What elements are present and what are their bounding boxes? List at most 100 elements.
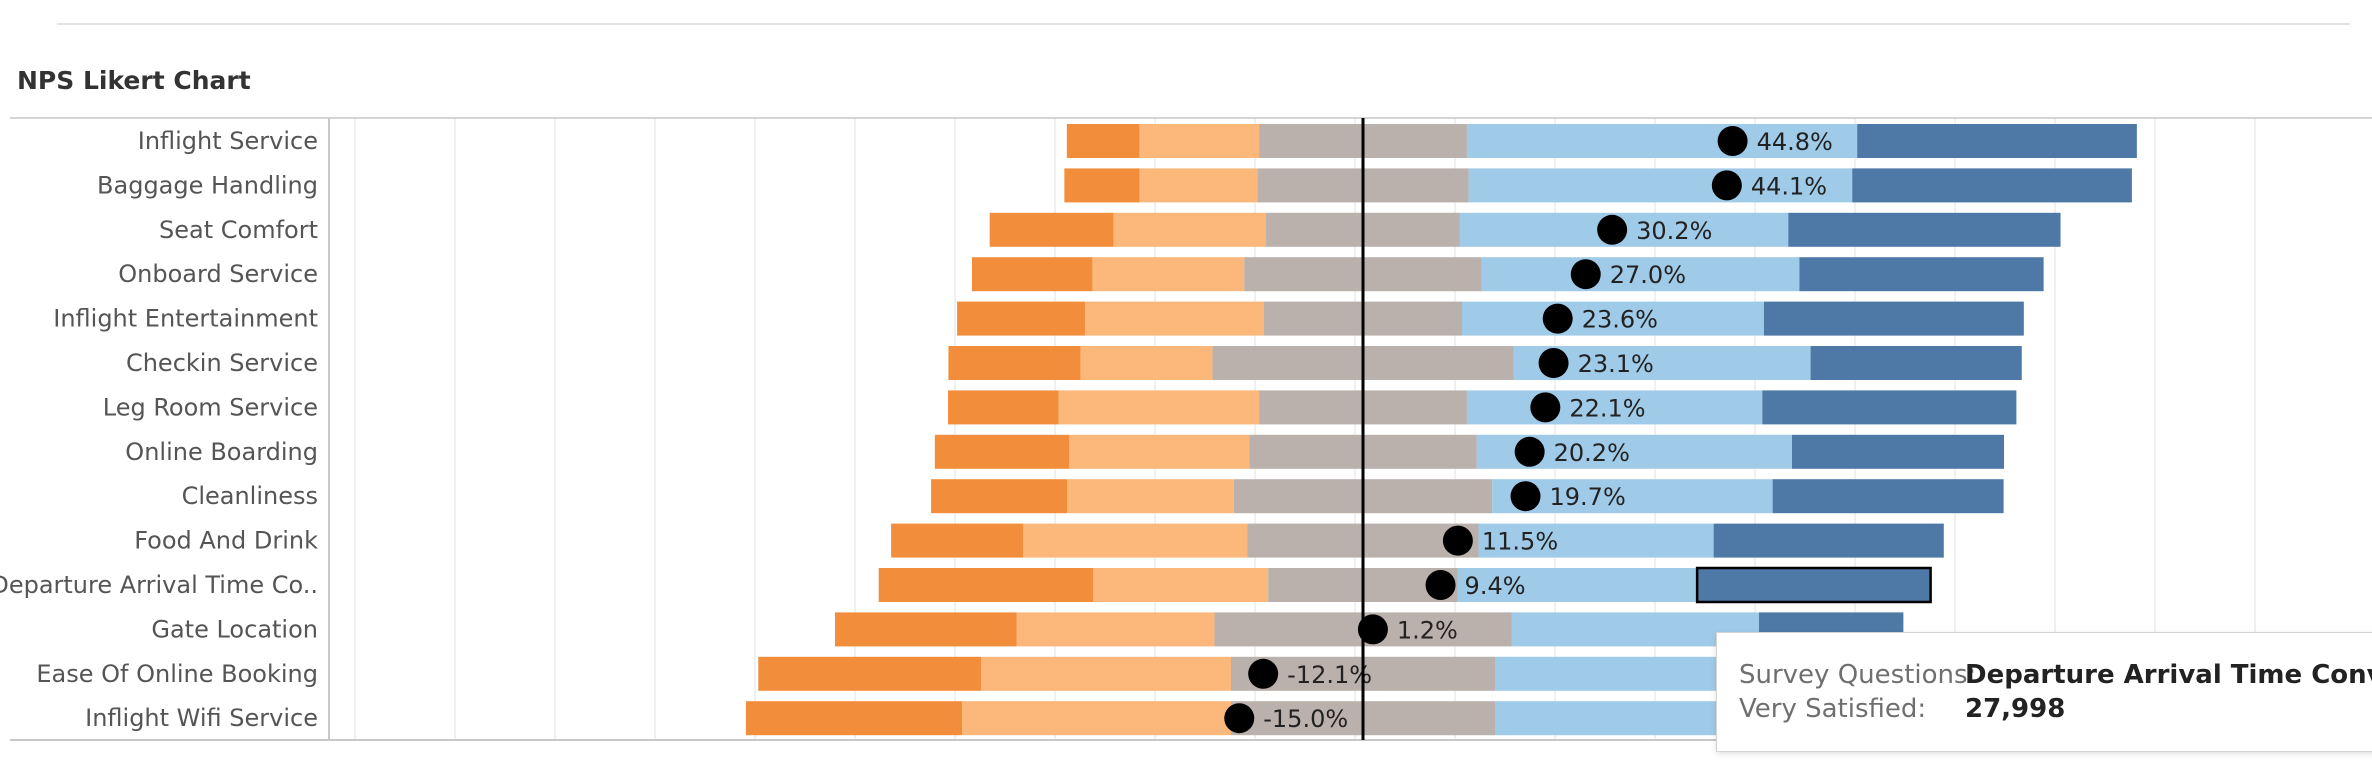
- bar-segment-neutral[interactable]: [1257, 168, 1363, 203]
- bar-segment-neutral[interactable]: [1363, 301, 1462, 336]
- nps-marker: [1530, 392, 1561, 423]
- bar-segment-satisfied[interactable]: [1478, 523, 1714, 558]
- bar-segment-very-satisfied[interactable]: [1799, 257, 2044, 292]
- bar-segment-neutral[interactable]: [1363, 434, 1477, 469]
- bar-segment-neutral[interactable]: [1247, 523, 1364, 558]
- bar-segment-neutral[interactable]: [1249, 434, 1363, 469]
- bar-segment-dissatisfied[interactable]: [1084, 301, 1264, 336]
- bar-segment-neutral[interactable]: [1244, 257, 1363, 292]
- bar-segment-neutral[interactable]: [1363, 168, 1469, 203]
- bar-segment-neutral[interactable]: [1363, 346, 1514, 380]
- bar-segment-very-dissatisfied[interactable]: [878, 568, 1094, 602]
- row-label: Cleanliness: [182, 482, 318, 510]
- bar-segment-neutral[interactable]: [1363, 656, 1495, 691]
- bar-segment-very-satisfied[interactable]: [1772, 479, 2004, 514]
- bar-segment-dissatisfied[interactable]: [1016, 612, 1215, 647]
- bar-segment-very-dissatisfied[interactable]: [891, 523, 1024, 558]
- bar-segment-very-satisfied[interactable]: [1857, 124, 2137, 158]
- top-divider: [57, 23, 2350, 25]
- bar-segment-neutral[interactable]: [1363, 479, 1493, 514]
- nps-marker: [1538, 348, 1569, 378]
- bar-segment-neutral[interactable]: [1212, 346, 1363, 380]
- tooltip-row-count: Very Satisfied: 27,998: [1739, 692, 2372, 726]
- row-label: Checkin Service: [126, 349, 318, 377]
- nps-label: 9.4%: [1465, 572, 1526, 600]
- bar-segment-dissatisfied[interactable]: [1058, 390, 1260, 425]
- nps-label: -15.0%: [1263, 705, 1348, 733]
- bar-segment-very-satisfied[interactable]: [1763, 301, 2024, 336]
- bar-segment-neutral[interactable]: [1363, 390, 1467, 425]
- bar-segment-neutral[interactable]: [1363, 257, 1482, 292]
- bar-segment-very-dissatisfied[interactable]: [758, 656, 982, 691]
- row-label: Baggage Handling: [97, 171, 318, 199]
- bar-segment-neutral[interactable]: [1268, 568, 1363, 602]
- nps-marker: [1357, 614, 1388, 645]
- bar-segment-very-satisfied[interactable]: [1788, 212, 2061, 247]
- bar-segment-dissatisfied[interactable]: [1139, 168, 1258, 203]
- bar-segment-neutral[interactable]: [1214, 612, 1364, 647]
- nps-marker: [1514, 436, 1545, 467]
- bar-segment-very-dissatisfied[interactable]: [1066, 124, 1140, 158]
- bar-segment-very-dissatisfied[interactable]: [948, 390, 1059, 425]
- nps-label: 44.8%: [1757, 128, 1833, 156]
- bar-segment-very-dissatisfied[interactable]: [1064, 168, 1140, 203]
- nps-label: 1.2%: [1397, 616, 1458, 644]
- row-label: Food And Drink: [134, 527, 318, 555]
- nps-label: 23.1%: [1578, 350, 1654, 378]
- bar-segment-neutral[interactable]: [1363, 701, 1495, 736]
- nps-label: 22.1%: [1569, 394, 1645, 422]
- bar-segment-dissatisfied[interactable]: [1092, 257, 1245, 292]
- bar-segment-dissatisfied[interactable]: [962, 701, 1231, 736]
- bar-segment-very-dissatisfied[interactable]: [745, 701, 963, 736]
- row-label: Ease Of Online Booking: [36, 660, 318, 688]
- bar-segment-dissatisfied[interactable]: [1069, 434, 1250, 469]
- nps-label: -12.1%: [1287, 661, 1372, 689]
- bar-segment-satisfied[interactable]: [1495, 701, 1743, 736]
- bar-segment-dissatisfied[interactable]: [981, 656, 1231, 691]
- tooltip-row-question: Survey Questions: Departure Arrival Time…: [1739, 658, 2372, 692]
- bar-segment-dissatisfied[interactable]: [1093, 568, 1269, 602]
- bar-segment-very-satisfied[interactable]: [1810, 346, 2022, 380]
- nps-label: 19.7%: [1550, 483, 1626, 511]
- bar-segment-very-satisfied[interactable]: [1852, 168, 2132, 203]
- bar-segment-very-satisfied[interactable]: [1713, 523, 1944, 558]
- bar-segment-neutral[interactable]: [1363, 124, 1467, 158]
- bar-segment-neutral[interactable]: [1259, 124, 1363, 158]
- nps-label: 30.2%: [1636, 217, 1712, 245]
- nps-label: 27.0%: [1610, 261, 1686, 289]
- bar-segment-satisfied[interactable]: [1457, 568, 1698, 602]
- bar-segment-satisfied[interactable]: [1466, 124, 1858, 158]
- row-label: Inflight Service: [138, 127, 318, 155]
- bar-segment-neutral[interactable]: [1233, 479, 1363, 514]
- bar-segment-very-dissatisfied[interactable]: [931, 479, 1068, 514]
- bar-segment-neutral[interactable]: [1363, 212, 1460, 247]
- bar-segment-satisfied[interactable]: [1466, 390, 1763, 425]
- bar-segment-dissatisfied[interactable]: [1113, 212, 1267, 247]
- bar-segment-neutral[interactable]: [1266, 212, 1363, 247]
- nps-marker: [1510, 481, 1541, 512]
- bar-segment-satisfied[interactable]: [1481, 257, 1800, 292]
- bar-segment-very-dissatisfied[interactable]: [934, 434, 1070, 469]
- bar-segment-neutral[interactable]: [1259, 390, 1363, 425]
- bar-segment-dissatisfied[interactable]: [1139, 124, 1260, 158]
- bar-segment-very-satisfied[interactable]: [1762, 390, 2017, 425]
- nps-marker: [1248, 658, 1279, 689]
- bar-segment-very-dissatisfied[interactable]: [948, 346, 1081, 380]
- bar-segment-very-satisfied[interactable]: [1695, 566, 1932, 604]
- bar-segment-very-dissatisfied[interactable]: [835, 612, 1017, 647]
- nps-marker: [1711, 170, 1742, 201]
- bar-segment-satisfied[interactable]: [1462, 301, 1764, 336]
- bar-segment-neutral[interactable]: [1264, 301, 1363, 336]
- bar-segment-dissatisfied[interactable]: [1023, 523, 1248, 558]
- bar-segment-very-dissatisfied[interactable]: [989, 212, 1114, 247]
- bar-segment-satisfied[interactable]: [1468, 168, 1853, 203]
- tooltip-count-value: 27,998: [1965, 694, 2066, 724]
- bar-segment-very-dissatisfied[interactable]: [971, 257, 1093, 292]
- bar-segment-dissatisfied[interactable]: [1067, 479, 1234, 514]
- bar-segment-very-dissatisfied[interactable]: [957, 301, 1085, 336]
- bar-segment-very-satisfied[interactable]: [1792, 434, 2005, 469]
- bar-segment-dissatisfied[interactable]: [1080, 346, 1213, 380]
- bar-segment-satisfied[interactable]: [1495, 656, 1743, 691]
- tooltip-count-key: Very Satisfied:: [1739, 694, 1927, 724]
